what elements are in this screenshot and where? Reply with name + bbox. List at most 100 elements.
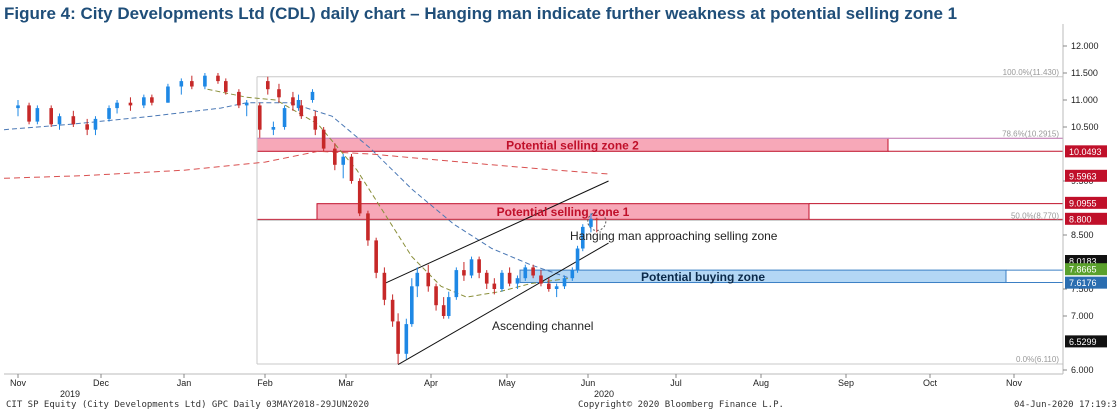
candle-body: [349, 156, 354, 181]
candle-body: [410, 286, 414, 325]
price-tag-label: 8.800: [1069, 214, 1092, 224]
x-tick-label: Apr: [424, 378, 438, 388]
candle-body: [469, 259, 474, 276]
x-tick-label: Jan: [177, 378, 192, 388]
candle-body: [85, 124, 89, 130]
x-tick-label: Jul: [670, 378, 682, 388]
y-tick-label: 8.500: [1071, 230, 1094, 240]
candle-body: [575, 248, 580, 271]
chart-title: Figure 4: City Developments Ltd (CDL) da…: [4, 4, 958, 23]
price-tag: [1065, 145, 1107, 158]
footer-timestamp: 04-Jun-2020 17:19:30: [1014, 400, 1117, 410]
annotation-hanging-man: Hanging man approaching selling zone: [570, 229, 778, 243]
x-tick-label: Jun: [581, 378, 596, 388]
price-tag: [1065, 196, 1107, 209]
candle-body: [589, 218, 593, 227]
x-tick-label: Nov: [1006, 378, 1023, 388]
candle-body: [539, 275, 543, 284]
ma-50-line: [207, 88, 570, 298]
candle-body: [396, 321, 400, 354]
fib-label: 100.0%(11.430): [1003, 68, 1060, 77]
price-tag: [1065, 276, 1107, 289]
candle-body: [150, 97, 154, 103]
candle-body: [484, 272, 489, 284]
candle-body: [477, 259, 481, 273]
candle-body: [374, 240, 378, 273]
candle-body: [16, 105, 20, 109]
candle-body: [321, 129, 326, 149]
candle-body: [71, 116, 76, 125]
x-tick-label: Sep: [838, 378, 854, 388]
candle-body: [357, 181, 362, 214]
candle-body: [49, 108, 53, 125]
price-tag-label: 7.6176: [1069, 278, 1097, 288]
zone-label: Potential buying zone: [641, 270, 765, 284]
y-tick-label: 7.500: [1071, 284, 1094, 294]
candle-body: [244, 102, 249, 106]
candle-body: [35, 108, 40, 122]
candle-body: [531, 267, 535, 276]
price-tag-label: 7.8665: [1069, 265, 1097, 275]
candle-body: [203, 75, 207, 87]
candle-body: [570, 270, 575, 279]
candle-body: [265, 81, 270, 90]
y-tick-label: 6.000: [1071, 365, 1094, 375]
y-tick-label: 11.000: [1071, 95, 1098, 105]
x-tick-label: Aug: [753, 378, 769, 388]
candle-body: [441, 305, 446, 316]
candle-body: [291, 97, 295, 106]
candle-body: [507, 272, 512, 284]
candle-body: [562, 278, 567, 287]
candle-body: [434, 286, 438, 306]
candle-body: [190, 81, 194, 87]
candle-body: [299, 105, 304, 117]
candle-body: [257, 105, 262, 130]
candle-body: [93, 118, 98, 130]
candle-body: [492, 283, 497, 289]
candle-body: [271, 127, 276, 130]
candle-body: [296, 100, 301, 109]
candle-body: [554, 286, 559, 289]
fib-label: 50.0%(8.770): [1011, 211, 1059, 220]
candle-body: [179, 81, 184, 87]
y-tick-label: 10.500: [1071, 122, 1099, 132]
candle-body: [382, 272, 387, 300]
x-tick-label: Oct: [923, 378, 938, 388]
price-tag: [1065, 335, 1107, 348]
channel-upper-line: [384, 180, 609, 285]
price-tag-label: 8.0183: [1069, 257, 1097, 267]
candle-body: [390, 299, 395, 322]
candle-body: [454, 270, 459, 298]
annotation-channel: Ascending channel: [492, 319, 593, 333]
candle-body: [27, 105, 31, 122]
price-tag-label: 10.0493: [1069, 147, 1102, 157]
x-tick-label: Nov: [10, 378, 27, 388]
price-tag-label: 9.0955: [1069, 198, 1097, 208]
candle-body: [224, 81, 228, 92]
ma-100-line: [3, 102, 570, 279]
year-label: 2019: [60, 389, 80, 399]
candle-body: [500, 272, 504, 289]
candle-body: [166, 86, 170, 103]
ma-200-line: [3, 150, 609, 179]
price-tag: [1065, 169, 1107, 182]
year-label: 2020: [594, 389, 614, 399]
candle-body: [404, 324, 409, 354]
y-tick-label: 7.000: [1071, 311, 1094, 321]
candle-body: [446, 297, 451, 316]
candle-body: [580, 226, 585, 249]
x-tick-label: Feb: [257, 378, 273, 388]
candle-body: [128, 102, 133, 106]
price-tag: [1065, 212, 1107, 225]
y-tick-label: 11.500: [1071, 68, 1098, 78]
footer-copyright: Copyright© 2020 Bloomberg Finance L.P.: [578, 400, 784, 410]
footer-source: CIT SP Equity (City Developments Ltd) GP…: [6, 400, 370, 410]
fib-label: 78.6%(10.2915): [1002, 129, 1059, 138]
candle-body: [310, 91, 315, 100]
candle-body: [595, 218, 599, 220]
candle-body: [57, 116, 62, 125]
candle-body: [333, 148, 337, 165]
x-tick-label: Mar: [338, 378, 354, 388]
candle-body: [341, 156, 346, 165]
